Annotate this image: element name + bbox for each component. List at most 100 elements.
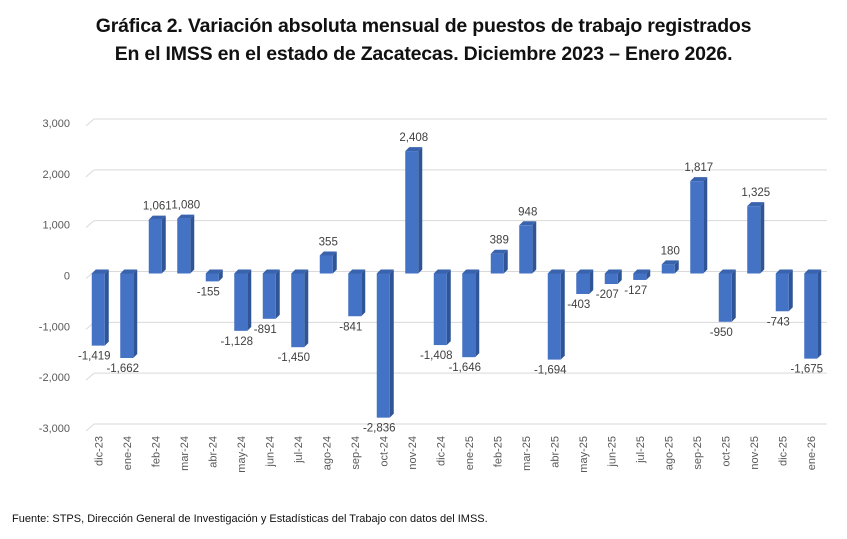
bar-top [148, 215, 166, 220]
data-label: -1,128 [220, 336, 253, 348]
bar-top [718, 269, 736, 274]
data-label: 948 [518, 206, 537, 218]
bar-side [190, 214, 195, 274]
bar [348, 273, 362, 317]
data-label: -950 [710, 327, 733, 339]
bar-side [532, 221, 537, 274]
bar-top [804, 269, 822, 274]
data-label: -207 [596, 289, 619, 301]
x-tick-label: sep-25 [692, 436, 704, 470]
bar-side [446, 269, 451, 346]
bar-top [120, 269, 138, 274]
bar-side [161, 215, 166, 274]
data-label: -1,419 [78, 351, 111, 363]
bar-side [760, 202, 765, 274]
bar [490, 253, 504, 274]
x-tick-label: ago-24 [321, 436, 333, 470]
bar [718, 273, 732, 322]
chart-title-line-2: En el IMSS en el estado de Zacatecas. Di… [114, 43, 733, 65]
bar-side [674, 260, 679, 274]
data-label: 355 [319, 236, 338, 248]
bar-top [747, 202, 765, 207]
bar [690, 181, 704, 274]
bar-side [218, 269, 223, 282]
y-axis-ticks: 3,000 2,000 1,000 0 -1,000 -2,000 -3,000 [39, 118, 70, 435]
bar [633, 273, 647, 280]
bar-top [348, 269, 366, 274]
x-tick-label: ene-24 [122, 436, 134, 470]
bar [262, 273, 276, 319]
bar-side [418, 147, 423, 274]
x-tick-label: abr-25 [549, 436, 561, 468]
y-tick-label: 2,000 [42, 169, 70, 181]
bar-top [177, 214, 195, 219]
bar-top [205, 269, 223, 274]
x-tick-label: nov-24 [407, 436, 419, 470]
bar-top [262, 269, 280, 274]
data-label: -1,408 [420, 350, 453, 362]
bar [148, 219, 162, 274]
data-label: -1,662 [106, 363, 139, 375]
x-tick-label: ene-25 [464, 436, 476, 470]
data-label: -1,450 [277, 352, 310, 364]
x-tick-label: oct-25 [720, 436, 732, 467]
x-tick-label: mar-24 [179, 436, 191, 471]
x-tick-label: dic-23 [93, 436, 105, 466]
data-label: 1,325 [741, 187, 770, 199]
bar-side [731, 269, 736, 322]
y-tick-label: 0 [64, 271, 70, 283]
bar-top [376, 269, 394, 274]
x-tick-label: jun-25 [606, 436, 618, 468]
bar-top [319, 251, 337, 256]
bar [291, 273, 305, 348]
bar [120, 273, 134, 358]
bar-side [104, 269, 109, 346]
x-tick-label: ago-25 [663, 436, 675, 470]
data-label: -127 [624, 285, 647, 297]
bar-top [234, 269, 252, 274]
bar [547, 273, 561, 360]
y-tick-label: 1,000 [42, 220, 70, 232]
x-tick-label: jul-24 [293, 436, 305, 464]
data-label: -1,646 [448, 362, 481, 374]
bar-side [275, 269, 280, 319]
bar [205, 273, 219, 282]
gridline-perspective [85, 220, 95, 229]
bar-side [788, 269, 793, 312]
data-label: 389 [490, 235, 509, 247]
x-tick-label: nov-25 [749, 436, 761, 470]
bar-side [133, 269, 138, 358]
x-tick-label: mar-25 [521, 436, 533, 471]
bar-side [617, 269, 622, 285]
bar-top [462, 269, 480, 274]
data-label: -891 [254, 324, 277, 336]
y-tick-label: -1,000 [39, 321, 70, 333]
bar-top [291, 269, 309, 274]
y-tick-label: -3,000 [39, 423, 70, 435]
data-label: -743 [767, 316, 790, 328]
x-tick-label: feb-25 [492, 436, 504, 467]
bar-top [633, 269, 651, 274]
bar-side [247, 269, 252, 331]
bar-top [547, 269, 565, 274]
data-labels: -1,419-1,662 1,061 1,080 -155 -1,128-891 -1,4… [78, 132, 823, 435]
bar-side [389, 269, 394, 418]
gridline-perspective [85, 118, 95, 127]
bar-side [503, 249, 508, 274]
bar-top [405, 147, 423, 152]
data-label: -1,694 [534, 365, 567, 377]
x-tick-label: abr-24 [207, 436, 219, 468]
chart-title-line-1: Gráfica 2. Variación absoluta mensual de… [95, 15, 752, 37]
gridline-perspective [85, 169, 95, 178]
bar [91, 273, 105, 346]
bar-side [332, 251, 337, 274]
bar [177, 218, 191, 274]
bar [462, 273, 476, 358]
x-tick-label: may-24 [236, 436, 248, 473]
bar-side [646, 269, 651, 280]
gridline-perspective [85, 372, 95, 381]
x-tick-label: may-25 [578, 436, 590, 473]
bar-side [361, 269, 366, 317]
bar-side [817, 269, 822, 359]
bar [661, 264, 675, 274]
